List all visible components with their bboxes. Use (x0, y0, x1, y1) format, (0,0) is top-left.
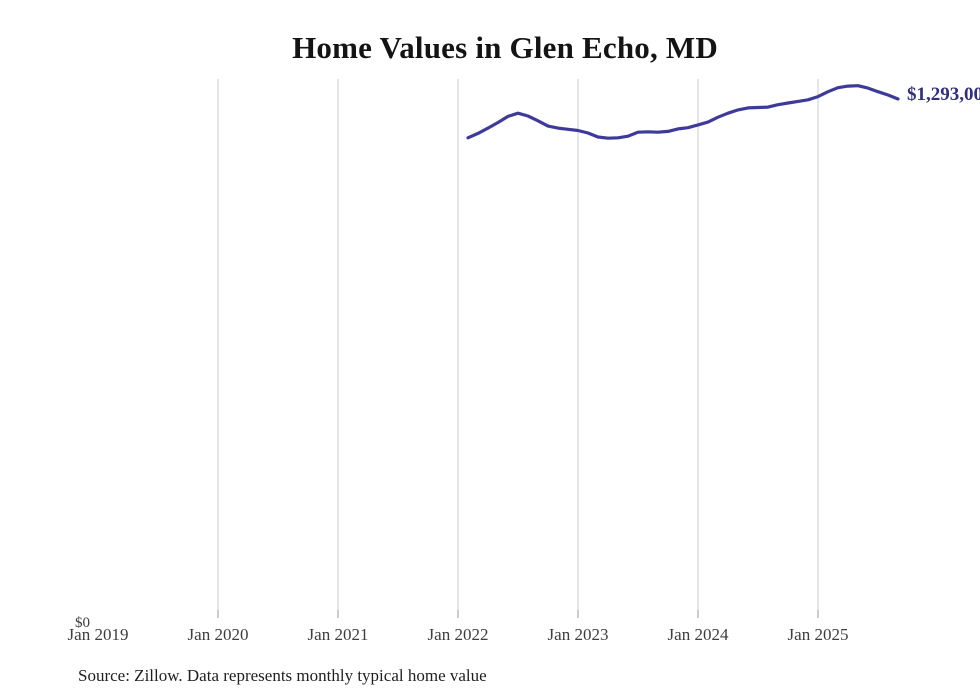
x-label-jan-2023: Jan 2023 (548, 625, 609, 644)
end-value-label: $1,293,000 (907, 84, 980, 105)
x-label-jan-2019: Jan 2019 (68, 625, 129, 644)
home-value-line-series (466, 84, 900, 140)
x-label-jan-2024: Jan 2024 (668, 625, 729, 644)
x-label-jan-2025: Jan 2025 (788, 625, 849, 644)
chart-title: Home Values in Glen Echo, MD (292, 30, 718, 65)
x-label-jan-2022: Jan 2022 (428, 625, 489, 644)
x-label-jan-2021: Jan 2021 (308, 625, 369, 644)
y-axis-zero-label: $0 (75, 615, 90, 631)
x-label-jan-2020: Jan 2020 (188, 625, 249, 644)
source-note: Source: Zillow. Data represents monthly … (78, 666, 487, 685)
x-axis-labels: Jan 2019 Jan 2020 Jan 2021 Jan 2022 Jan … (68, 625, 849, 644)
x-axis-ticks (217, 610, 819, 618)
vertical-gridlines (217, 79, 819, 610)
